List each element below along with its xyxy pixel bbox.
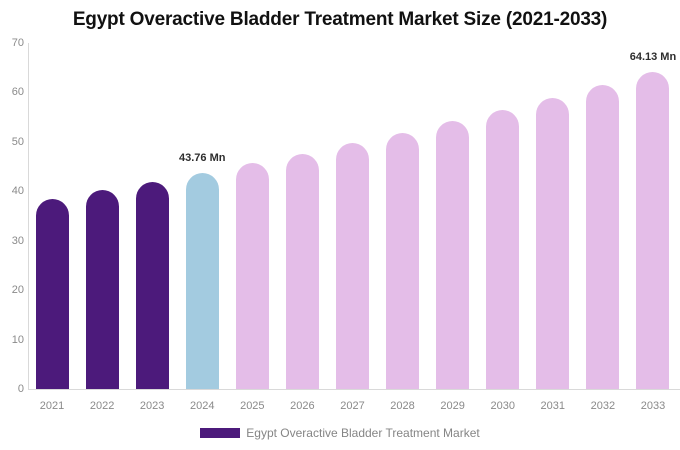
x-tick-label-2032: 2032 xyxy=(590,400,616,412)
bar-2032 xyxy=(586,85,620,389)
bar-2021 xyxy=(35,198,69,389)
bar-2023 xyxy=(135,181,169,389)
y-tick-label-20: 20 xyxy=(11,284,24,297)
y-tick-label-60: 60 xyxy=(11,86,24,99)
x-tick-label-2031: 2031 xyxy=(540,400,566,412)
x-tick-label-2024: 2024 xyxy=(189,400,215,412)
x-tick-label-2030: 2030 xyxy=(490,400,515,412)
legend: Egypt Overactive Bladder Treatment Marke… xyxy=(0,426,680,440)
bar-2029 xyxy=(436,121,470,389)
x-tick-label-2022: 2022 xyxy=(89,400,115,412)
x-tick-label-2028: 2028 xyxy=(390,400,415,412)
bar-2028 xyxy=(386,132,420,389)
value-label-2024: 43.76 Mn xyxy=(179,151,226,164)
y-axis-line xyxy=(28,43,29,389)
x-tick-label-2026: 2026 xyxy=(290,400,315,412)
bar-2024 xyxy=(185,172,219,389)
x-tick-label-2029: 2029 xyxy=(440,400,465,412)
chart-title: Egypt Overactive Bladder Treatment Marke… xyxy=(72,9,608,30)
bar-2025 xyxy=(235,163,269,389)
x-axis-baseline xyxy=(28,389,680,390)
value-label-2033: 64.13 Mn xyxy=(629,51,677,63)
x-tick-label-2023: 2023 xyxy=(139,400,165,412)
y-tick-label-50: 50 xyxy=(11,135,24,148)
y-tick-label-10: 10 xyxy=(11,333,24,346)
x-tick-label-2021: 2021 xyxy=(39,400,65,412)
bar-2031 xyxy=(536,97,570,389)
bar-2026 xyxy=(285,153,319,389)
legend-label: Egypt Overactive Bladder Treatment Marke… xyxy=(246,426,480,440)
bar-2022 xyxy=(85,190,119,389)
y-tick-label-30: 30 xyxy=(11,234,24,247)
x-tick-label-2027: 2027 xyxy=(340,400,365,412)
y-tick-label-70: 70 xyxy=(11,37,24,49)
x-tick-label-2025: 2025 xyxy=(240,400,265,412)
legend-swatch xyxy=(200,428,241,438)
bar-2027 xyxy=(335,143,369,389)
bar-2030 xyxy=(486,109,520,389)
y-tick-label-40: 40 xyxy=(11,185,24,198)
x-tick-label-2033: 2033 xyxy=(640,400,666,412)
bar-2033 xyxy=(636,72,670,389)
y-tick-label-0: 0 xyxy=(17,383,24,395)
